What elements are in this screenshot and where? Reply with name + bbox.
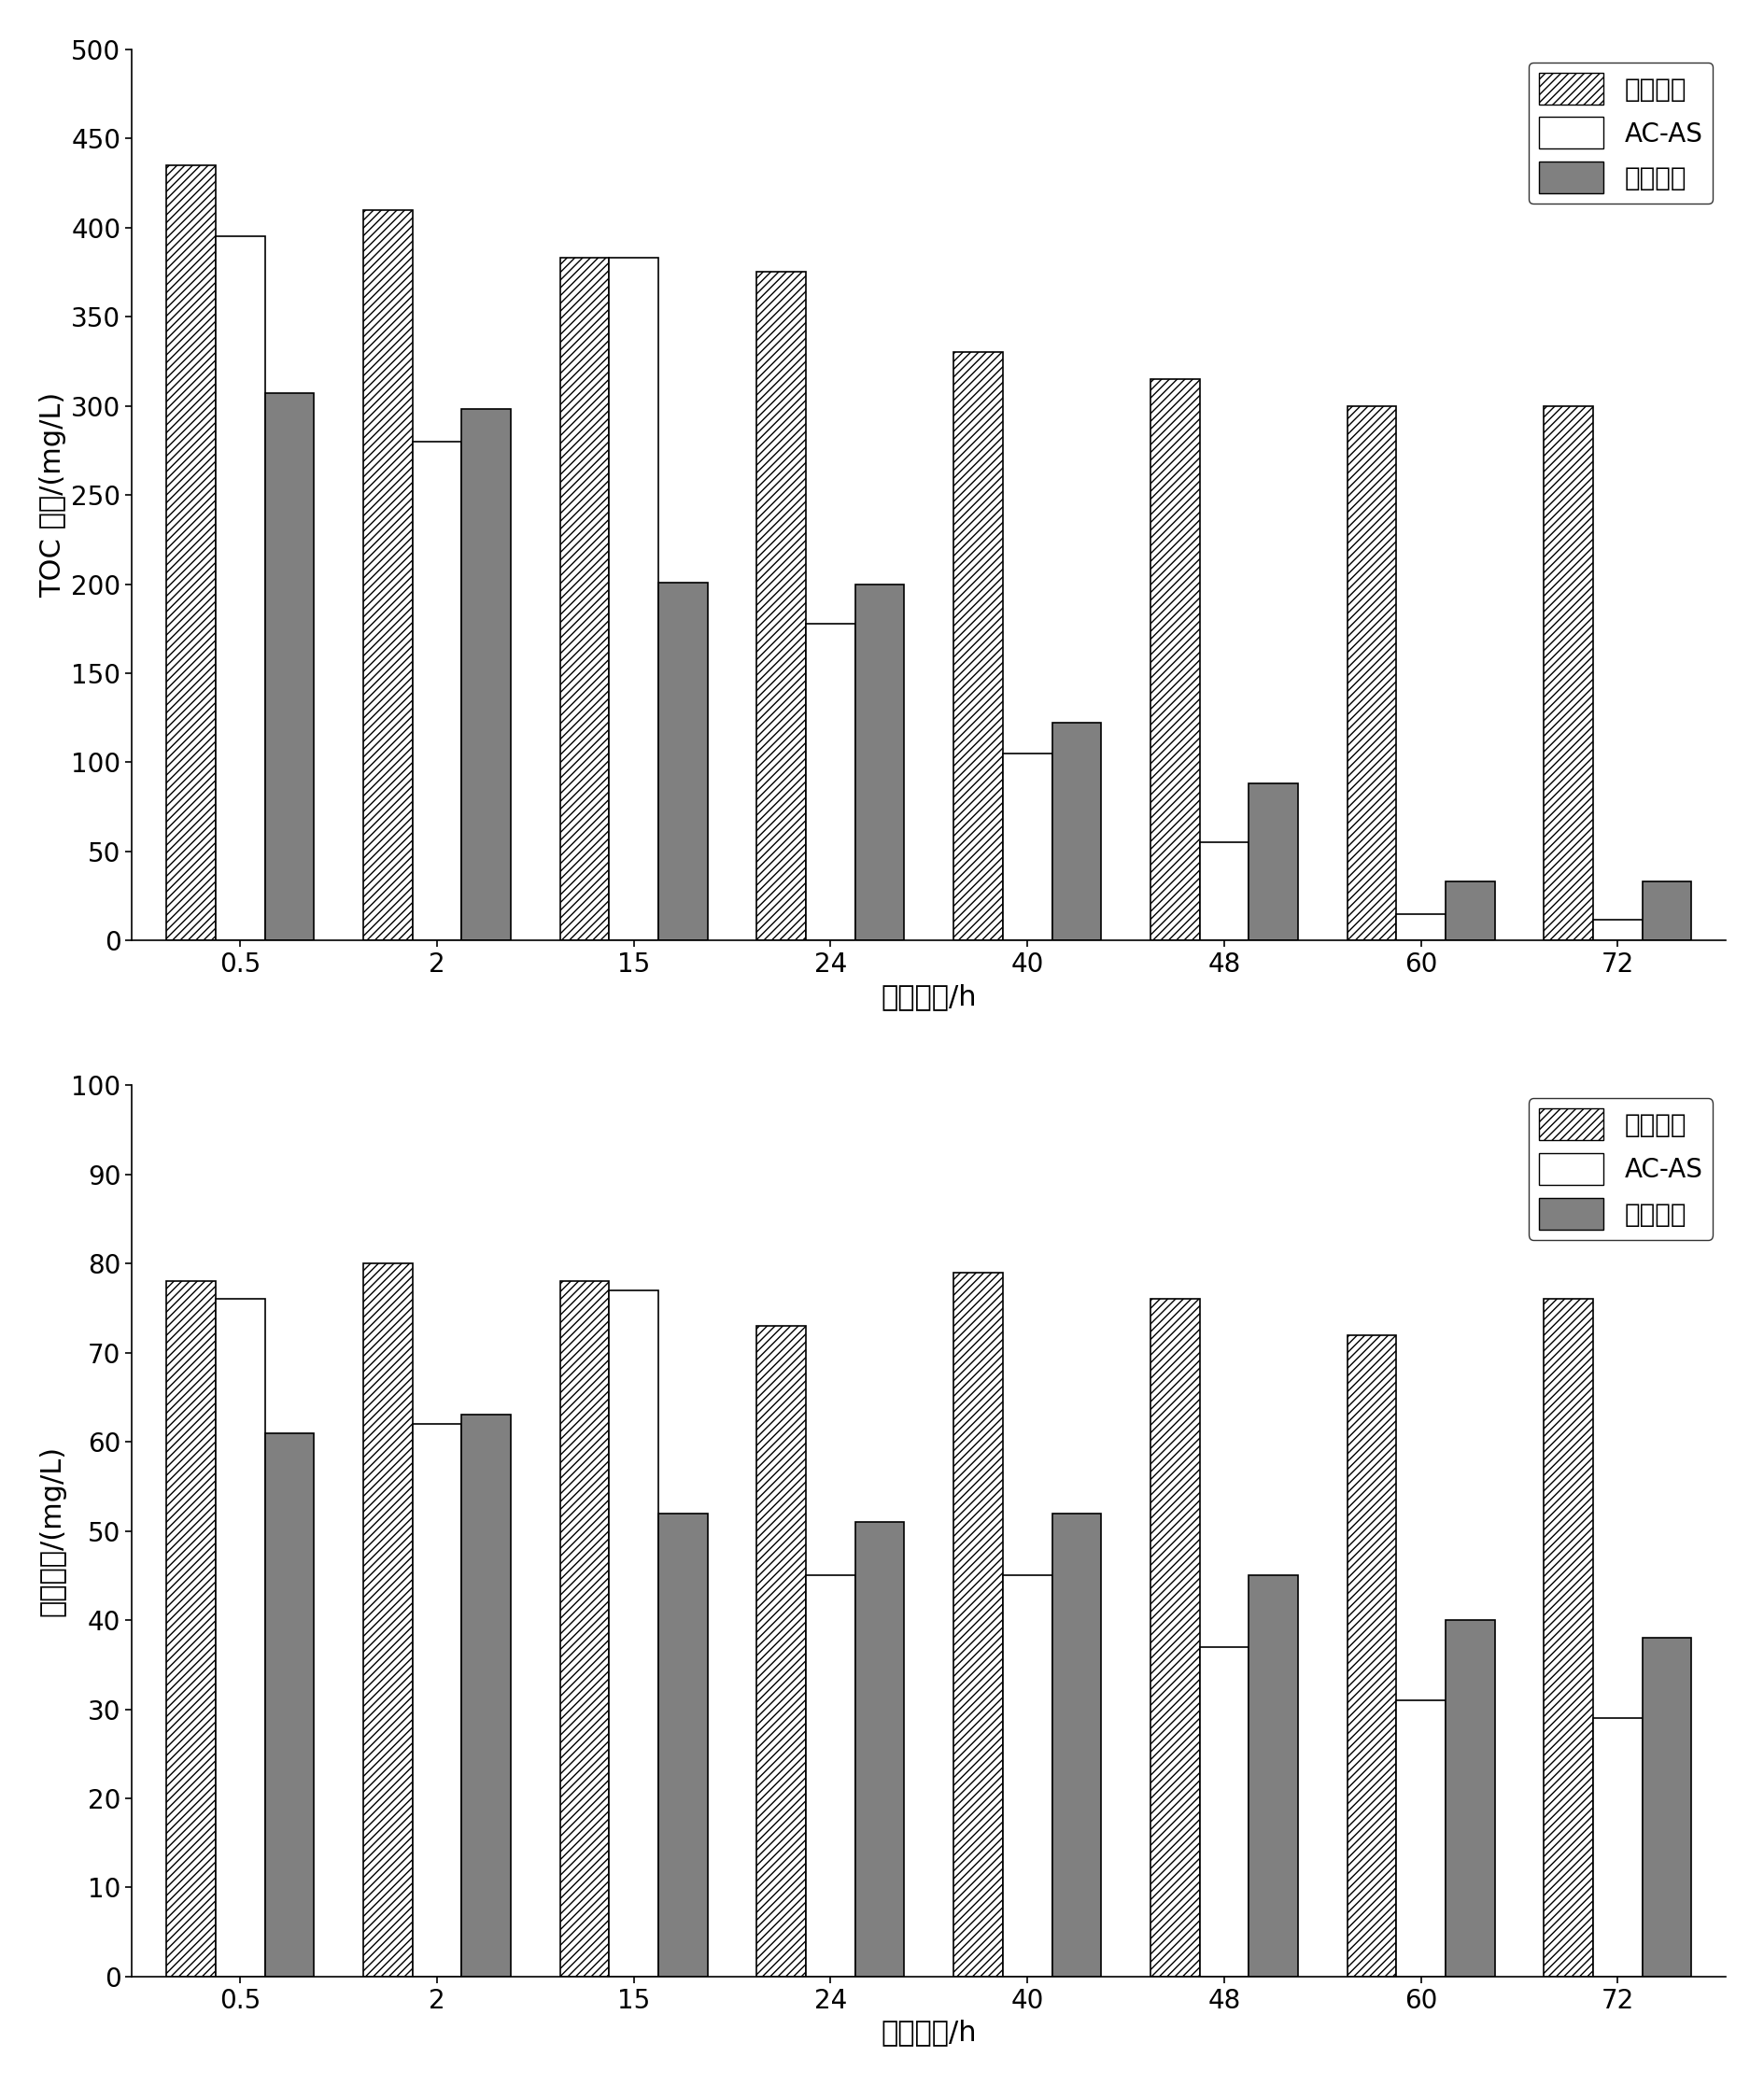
Bar	[1395, 1699, 1445, 1977]
Bar	[658, 1514, 707, 1977]
Bar	[1642, 882, 1690, 940]
Bar	[609, 1291, 658, 1977]
Bar	[806, 623, 856, 940]
Bar	[363, 1264, 413, 1977]
X-axis label: 运行时间/h: 运行时间/h	[880, 982, 977, 1009]
Bar	[1200, 842, 1249, 940]
Bar	[1593, 1718, 1642, 1977]
Bar	[166, 1282, 215, 1977]
Bar	[609, 259, 658, 940]
Bar	[1346, 1334, 1395, 1977]
Y-axis label: 氨氮浓度/(mg/L): 氨氮浓度/(mg/L)	[39, 1445, 65, 1616]
Bar	[856, 1522, 903, 1977]
Bar	[806, 1576, 856, 1977]
Bar	[363, 211, 413, 940]
Bar	[265, 1432, 314, 1977]
Bar	[953, 352, 1002, 940]
Bar	[757, 271, 806, 940]
Bar	[1249, 1576, 1297, 1977]
Bar	[856, 584, 903, 940]
Legend: 曝气吹脱, AC-AS, 活性污泥: 曝气吹脱, AC-AS, 活性污泥	[1528, 1099, 1713, 1241]
Bar	[1445, 1620, 1494, 1977]
Bar	[559, 1282, 609, 1977]
Bar	[953, 1272, 1002, 1977]
Bar	[1346, 407, 1395, 940]
Bar	[1002, 753, 1051, 940]
Bar	[1544, 407, 1593, 940]
Bar	[166, 165, 215, 940]
Bar	[215, 236, 265, 940]
Bar	[1150, 1299, 1200, 1977]
Bar	[215, 1299, 265, 1977]
Y-axis label: TOC 浓度/(mg/L): TOC 浓度/(mg/L)	[39, 392, 65, 598]
Bar	[1395, 913, 1445, 940]
Bar	[413, 1424, 462, 1977]
Bar	[1593, 919, 1642, 940]
Bar	[1642, 1639, 1690, 1977]
Bar	[757, 1326, 806, 1977]
Bar	[1200, 1647, 1249, 1977]
X-axis label: 运行时间/h: 运行时间/h	[880, 2018, 977, 2045]
Bar	[1150, 379, 1200, 940]
Bar	[462, 409, 510, 940]
Bar	[1051, 1514, 1101, 1977]
Bar	[658, 582, 707, 940]
Legend: 曝气吹脱, AC-AS, 活性污泥: 曝气吹脱, AC-AS, 活性污泥	[1528, 63, 1713, 204]
Bar	[1002, 1576, 1051, 1977]
Bar	[1249, 784, 1297, 940]
Bar	[265, 394, 314, 940]
Bar	[1445, 882, 1494, 940]
Bar	[1051, 723, 1101, 940]
Bar	[462, 1416, 510, 1977]
Bar	[559, 259, 609, 940]
Bar	[1544, 1299, 1593, 1977]
Bar	[413, 442, 462, 940]
